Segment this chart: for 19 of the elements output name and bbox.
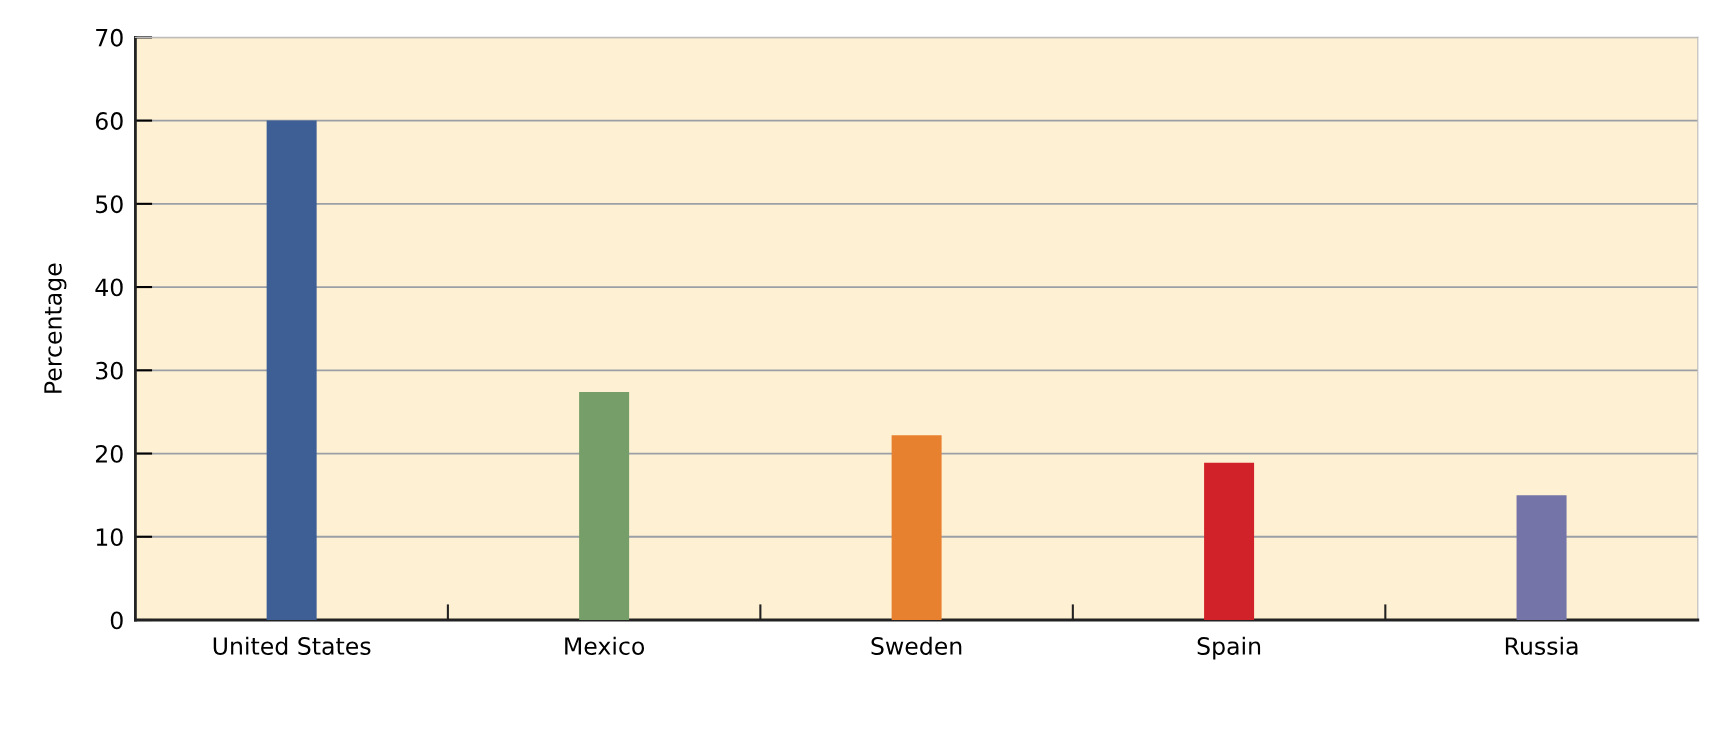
y-tick-label: 40 xyxy=(95,278,123,297)
y-tick-label: 50 xyxy=(96,195,123,214)
x-tick-label: United States xyxy=(213,636,371,655)
bar xyxy=(891,435,942,621)
x-tick-label: Sweden xyxy=(871,636,962,655)
x-tick-label: Mexico xyxy=(565,636,645,655)
bar xyxy=(266,120,317,621)
y-tick-label: 10 xyxy=(96,528,123,547)
x-tick-label: Spain xyxy=(1197,636,1261,660)
bar xyxy=(579,391,630,621)
y-tick-label: 0 xyxy=(110,611,123,630)
y-axis-title: Percentage xyxy=(44,263,67,393)
x-tick-label: Russia xyxy=(1505,636,1578,655)
y-tick-label: 60 xyxy=(95,112,123,130)
bar xyxy=(1516,495,1567,621)
y-tick-label: 70 xyxy=(96,28,123,47)
y-tick-label: 30 xyxy=(96,361,123,380)
y-tick-label: 20 xyxy=(95,444,123,463)
bar xyxy=(1204,462,1255,621)
